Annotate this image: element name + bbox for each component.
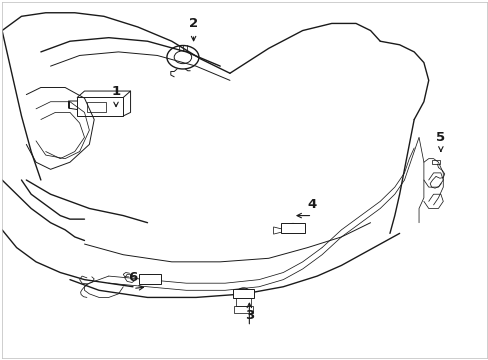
Text: 6: 6 xyxy=(128,271,137,284)
Bar xyxy=(431,160,440,164)
Text: 5: 5 xyxy=(435,131,445,144)
Text: 3: 3 xyxy=(244,310,253,323)
Text: 1: 1 xyxy=(111,85,121,98)
Bar xyxy=(87,102,106,112)
Text: 2: 2 xyxy=(189,17,198,30)
Text: 4: 4 xyxy=(307,198,316,211)
Bar xyxy=(280,223,305,233)
Bar xyxy=(233,306,253,313)
Bar xyxy=(77,98,123,116)
Bar xyxy=(139,274,160,284)
Bar xyxy=(232,288,254,298)
